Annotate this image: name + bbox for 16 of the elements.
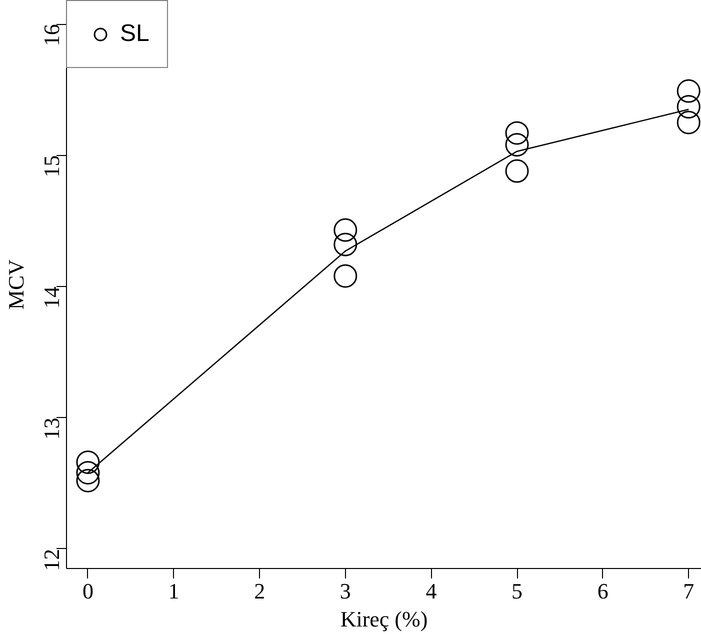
x-tick-label: 2 [254, 578, 266, 604]
y-tick-label: 16 [39, 24, 64, 46]
y-tick-label: 12 [39, 548, 64, 571]
y-tick-label: 13 [39, 418, 64, 440]
x-tick-label: 6 [597, 578, 608, 604]
y-tick-label: 14 [39, 286, 64, 308]
y-tick-label: 15 [39, 155, 64, 178]
x-tick-label: 3 [340, 578, 351, 604]
x-tick-label: 0 [82, 578, 94, 604]
legend-label: SL [120, 20, 150, 48]
y-axis-title: MCV [4, 259, 28, 310]
x-tick-label: 5 [512, 578, 523, 604]
x-axis-title: Kireç (%) [340, 606, 428, 632]
x-tick-label: 7 [683, 578, 694, 604]
x-tick-label: 1 [168, 578, 180, 604]
x-tick-label: 4 [426, 578, 437, 604]
